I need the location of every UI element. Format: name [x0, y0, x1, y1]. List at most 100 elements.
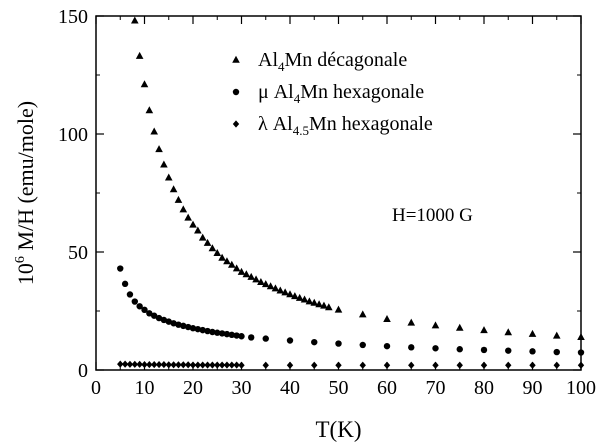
legend-text: μ Al — [258, 81, 294, 103]
x-tick-label: 30 — [232, 377, 252, 399]
x-tick-label: 50 — [329, 377, 349, 399]
data-point — [432, 345, 439, 352]
data-point — [271, 284, 280, 292]
data-point — [155, 145, 163, 153]
data-point — [199, 326, 206, 334]
legend-marker-triangle — [232, 55, 240, 63]
legend-text: λ Al — [258, 113, 293, 135]
y-axis-label: 106 M/H (emu/mole) — [13, 101, 38, 285]
data-point — [204, 361, 211, 369]
legend-subscript: 4 — [278, 59, 285, 74]
y-tick-label: 150 — [58, 6, 88, 28]
data-point — [218, 330, 226, 337]
data-point — [408, 361, 415, 369]
data-point — [237, 267, 246, 275]
data-point — [141, 306, 148, 314]
data-point — [228, 361, 235, 369]
data-point — [174, 195, 183, 203]
x-tick-label: 60 — [377, 377, 397, 399]
data-point — [238, 333, 245, 340]
y-tick-labels: 0 50 100 150 — [58, 6, 88, 382]
data-point — [189, 220, 197, 228]
data-point — [213, 248, 222, 256]
x-tick-label: 90 — [523, 377, 543, 399]
data-point — [228, 331, 235, 339]
data-point — [232, 264, 241, 272]
data-point — [218, 361, 226, 369]
data-point — [199, 361, 206, 369]
data-point — [146, 360, 153, 369]
data-point — [223, 330, 231, 338]
data-point — [291, 292, 299, 300]
data-point — [121, 280, 129, 288]
legend-subscript: 4 — [294, 91, 301, 106]
data-point — [311, 361, 318, 369]
legend-text: Al — [258, 49, 278, 71]
data-point — [194, 361, 202, 369]
data-point — [126, 360, 134, 368]
data-point — [117, 265, 124, 272]
data-point — [175, 361, 182, 369]
data-point — [140, 80, 149, 88]
data-point — [189, 325, 197, 332]
data-point — [170, 361, 177, 369]
x-tick-label: 100 — [566, 377, 596, 399]
legend-subscript: 4.5 — [293, 123, 309, 138]
data-point — [257, 278, 265, 286]
data-point — [203, 238, 212, 246]
legend-label: Al4Mn décagonale — [258, 49, 407, 74]
data-point — [160, 360, 168, 369]
series-triangle — [131, 16, 585, 340]
data-point — [136, 360, 143, 368]
data-point — [505, 361, 512, 369]
data-point — [281, 288, 289, 296]
axis-ticks — [95, 15, 582, 371]
series-circle — [117, 265, 585, 356]
legend-marker-circle — [232, 88, 240, 96]
data-point — [233, 361, 240, 369]
data-point — [165, 318, 172, 325]
y-axis-label-text: M/H (emu/mole) — [13, 101, 38, 256]
legend-marker-diamond — [232, 120, 240, 128]
data-point — [358, 310, 367, 318]
legend-label: λ Al4.5Mn hexagonale — [258, 113, 433, 138]
data-point — [208, 244, 217, 252]
data-point — [286, 290, 294, 298]
data-point — [276, 286, 285, 294]
data-point — [198, 233, 207, 241]
chart-marks — [117, 16, 585, 369]
data-point — [150, 127, 158, 135]
x-axis-label: T(K) — [316, 417, 362, 442]
x-tick-label: 0 — [91, 377, 101, 399]
data-point — [218, 253, 226, 261]
data-point — [155, 314, 163, 322]
data-point — [228, 260, 236, 268]
legend-item: μ Al4Mn hexagonale — [232, 81, 424, 106]
data-point — [223, 361, 231, 369]
data-point — [408, 344, 415, 351]
data-point — [310, 298, 319, 306]
data-point — [214, 329, 221, 336]
data-point — [252, 275, 260, 283]
legend-text: Mn décagonale — [285, 49, 408, 71]
data-point — [121, 360, 129, 368]
data-point — [209, 361, 216, 369]
data-point — [194, 325, 202, 333]
data-point — [383, 315, 391, 323]
legend-label: μ Al4Mn hexagonale — [258, 81, 424, 106]
data-point — [204, 327, 211, 335]
data-point — [262, 361, 269, 369]
data-point — [184, 213, 192, 221]
data-point — [359, 341, 366, 349]
field-annotation: H=1000 G — [392, 205, 473, 226]
data-point — [300, 295, 309, 303]
data-point — [165, 361, 172, 369]
x-tick-label: 20 — [183, 377, 203, 399]
data-point — [194, 226, 202, 234]
data-point — [214, 361, 221, 369]
x-tick-label: 70 — [426, 377, 446, 399]
data-point — [286, 337, 294, 344]
data-point — [175, 321, 182, 328]
data-point — [136, 303, 143, 310]
